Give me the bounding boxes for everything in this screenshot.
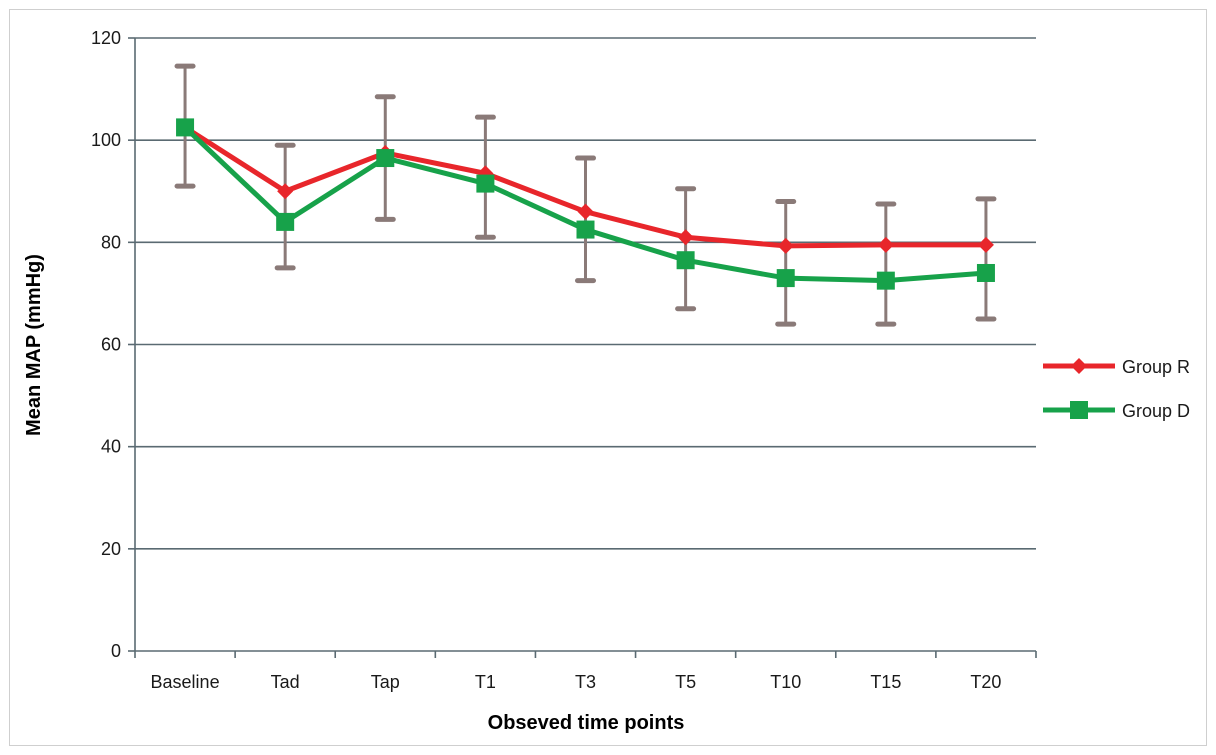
x-tick-label: T1	[475, 672, 496, 692]
x-tick-label: T5	[675, 672, 696, 692]
legend-marker	[1071, 358, 1087, 374]
data-point	[676, 251, 695, 270]
data-point	[677, 229, 694, 246]
axes	[128, 37, 1037, 658]
y-tick-label: 100	[91, 130, 121, 150]
y-tick-labels: 0 20 40 60 80 100 120	[91, 28, 121, 661]
data-point	[876, 271, 895, 290]
series-markers	[176, 118, 995, 290]
data-point	[776, 269, 795, 288]
legend: Group R Group D	[1043, 357, 1190, 421]
y-axis-title: Mean MAP (mmHg)	[23, 254, 45, 436]
x-tick-label: T10	[770, 672, 801, 692]
y-tick-label: 20	[101, 539, 121, 559]
y-tick-label: 40	[101, 437, 121, 457]
gridlines	[135, 37, 1036, 550]
x-tick-label: T3	[575, 672, 596, 692]
data-point	[376, 149, 395, 168]
data-point	[476, 174, 495, 193]
x-tick-label: Tad	[271, 672, 300, 692]
data-point	[176, 118, 195, 137]
data-point	[277, 183, 294, 200]
data-point	[977, 236, 994, 253]
x-tick-labels: Baseline Tad Tap T1 T3 T5 T10 T15 T20	[151, 672, 1002, 692]
y-tick-label: 0	[111, 641, 121, 661]
x-tick-label: T15	[870, 672, 901, 692]
x-tick-label: T20	[970, 672, 1001, 692]
legend-label: Group D	[1122, 401, 1190, 421]
data-point	[576, 220, 595, 239]
y-tick-label: 120	[91, 28, 121, 48]
legend-marker	[1070, 401, 1088, 419]
data-point	[577, 203, 594, 220]
y-tick-label: 80	[101, 232, 121, 252]
legend-label: Group R	[1122, 357, 1190, 377]
legend-item: Group R	[1043, 357, 1190, 377]
x-tick-label: Baseline	[151, 672, 220, 692]
legend-item: Group D	[1043, 401, 1190, 421]
data-point	[777, 237, 794, 254]
data-point	[276, 212, 295, 231]
y-tick-label: 60	[101, 335, 121, 355]
data-point	[877, 236, 894, 253]
error-bars	[174, 63, 997, 327]
data-point	[976, 263, 995, 282]
chart-frame	[9, 9, 1207, 746]
x-axis-title: Obseved time points	[488, 712, 685, 734]
x-tick-label: Tap	[371, 672, 400, 692]
